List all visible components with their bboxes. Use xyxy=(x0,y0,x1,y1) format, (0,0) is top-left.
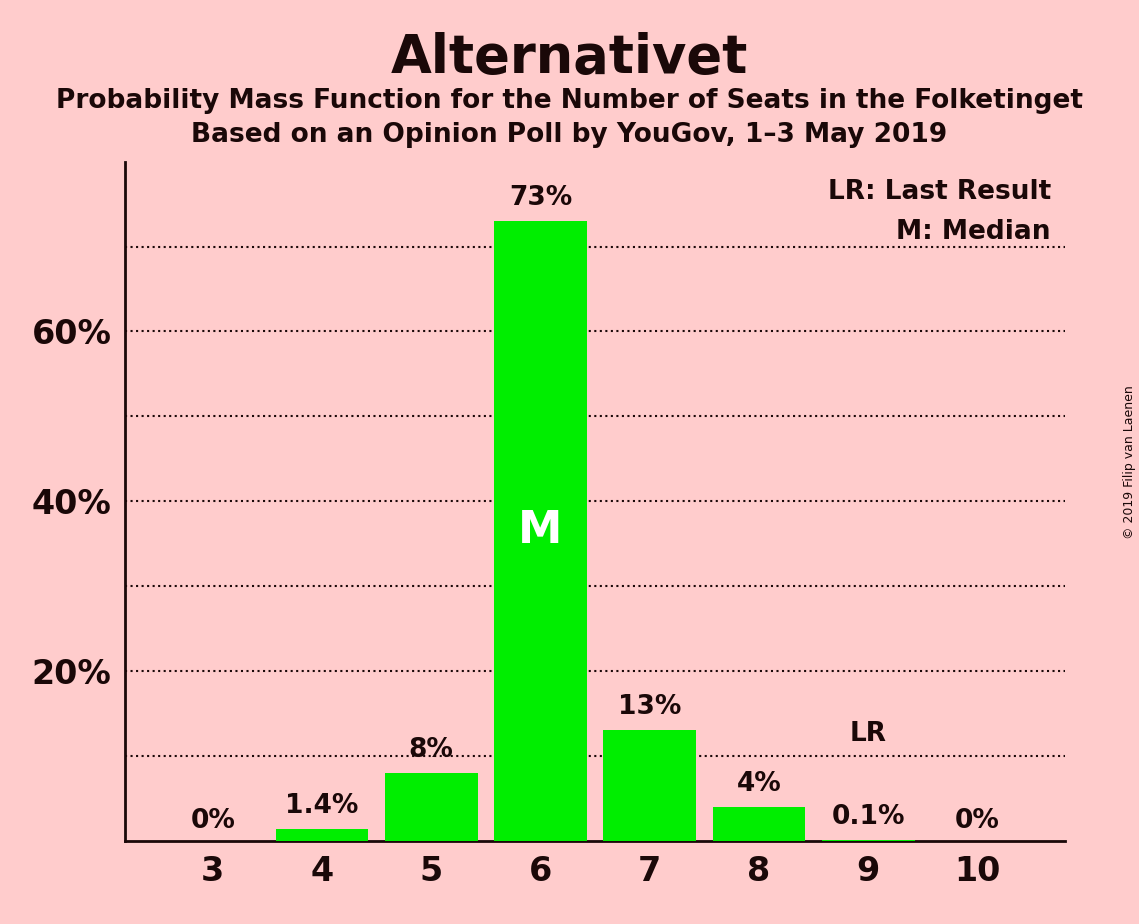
Text: Probability Mass Function for the Number of Seats in the Folketinget: Probability Mass Function for the Number… xyxy=(56,88,1083,114)
Bar xyxy=(604,731,696,841)
Text: 8%: 8% xyxy=(409,736,453,762)
Text: Based on an Opinion Poll by YouGov, 1–3 May 2019: Based on an Opinion Poll by YouGov, 1–3 … xyxy=(191,122,948,148)
Text: 1.4%: 1.4% xyxy=(285,793,359,819)
Text: M: M xyxy=(518,509,563,553)
Text: LR: LR xyxy=(850,722,887,748)
Text: Alternativet: Alternativet xyxy=(391,32,748,84)
Text: 0%: 0% xyxy=(956,808,1000,834)
Text: M: Median: M: Median xyxy=(896,219,1051,246)
Text: 0%: 0% xyxy=(190,808,235,834)
Bar xyxy=(276,829,368,841)
Bar xyxy=(713,807,805,841)
Bar xyxy=(385,772,477,841)
Text: 4%: 4% xyxy=(737,771,781,796)
Text: 0.1%: 0.1% xyxy=(831,804,906,830)
Text: 13%: 13% xyxy=(618,694,681,721)
Text: LR: Last Result: LR: Last Result xyxy=(828,178,1051,205)
Bar xyxy=(494,221,587,841)
Text: 73%: 73% xyxy=(509,185,572,211)
Text: © 2019 Filip van Laenen: © 2019 Filip van Laenen xyxy=(1123,385,1136,539)
